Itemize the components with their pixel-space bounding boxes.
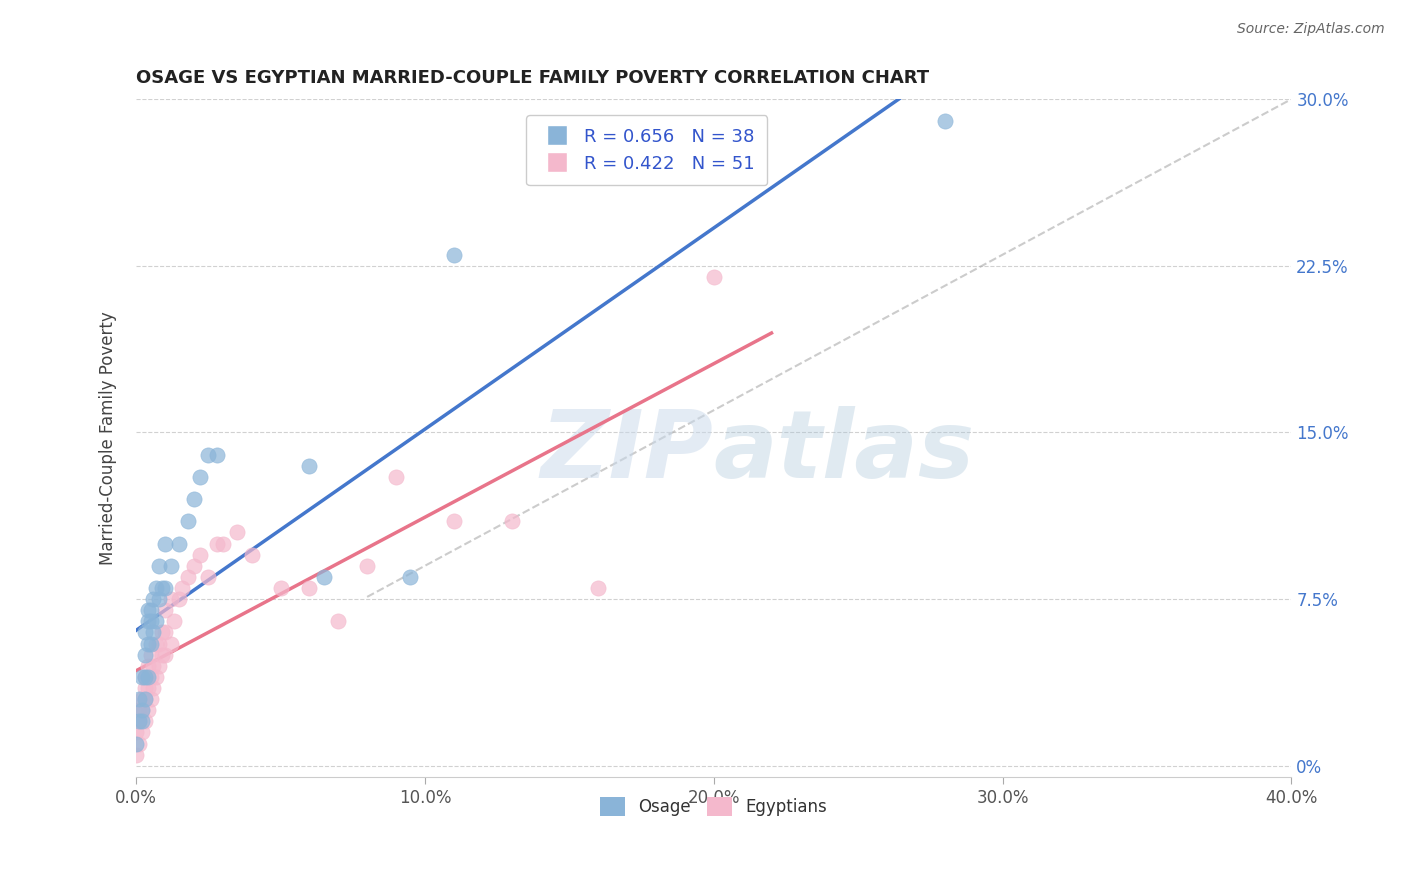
Point xyxy=(136,636,159,650)
Point xyxy=(188,548,211,562)
Point xyxy=(125,747,148,762)
Point xyxy=(136,681,159,695)
Point xyxy=(226,525,249,540)
Point xyxy=(240,548,263,562)
Point xyxy=(142,681,165,695)
Point xyxy=(298,458,321,473)
Point xyxy=(399,570,422,584)
Point xyxy=(136,615,159,629)
Point xyxy=(136,703,159,717)
Point xyxy=(145,636,167,650)
Point xyxy=(159,636,181,650)
Point xyxy=(139,670,162,684)
Point xyxy=(205,536,228,550)
Point xyxy=(703,269,725,284)
Point xyxy=(205,448,228,462)
Point xyxy=(183,558,205,573)
Text: Source: ZipAtlas.com: Source: ZipAtlas.com xyxy=(1237,22,1385,37)
Point xyxy=(131,703,153,717)
Point xyxy=(128,737,150,751)
Point xyxy=(148,658,170,673)
Point xyxy=(131,670,153,684)
Point xyxy=(145,670,167,684)
Text: OSAGE VS EGYPTIAN MARRIED-COUPLE FAMILY POVERTY CORRELATION CHART: OSAGE VS EGYPTIAN MARRIED-COUPLE FAMILY … xyxy=(136,69,929,87)
Text: atlas: atlas xyxy=(714,406,974,498)
Legend: Osage, Egyptians: Osage, Egyptians xyxy=(593,790,834,822)
Point xyxy=(443,514,465,528)
Point xyxy=(148,636,170,650)
Point xyxy=(211,536,233,550)
Point xyxy=(125,725,148,739)
Point xyxy=(150,625,173,640)
Point xyxy=(145,615,167,629)
Point xyxy=(128,703,150,717)
Point xyxy=(934,114,956,128)
Point xyxy=(169,536,191,550)
Point xyxy=(150,648,173,662)
Point xyxy=(177,514,200,528)
Point xyxy=(153,536,176,550)
Point xyxy=(136,658,159,673)
Point xyxy=(385,470,408,484)
Point xyxy=(163,615,186,629)
Point xyxy=(150,581,173,595)
Point xyxy=(131,703,153,717)
Point xyxy=(142,625,165,640)
Y-axis label: Married-Couple Family Poverty: Married-Couple Family Poverty xyxy=(100,311,117,565)
Point xyxy=(148,592,170,607)
Point xyxy=(139,615,162,629)
Point xyxy=(134,714,156,729)
Point xyxy=(134,692,156,706)
Point xyxy=(586,581,609,595)
Point xyxy=(125,737,148,751)
Point xyxy=(159,592,181,607)
Point xyxy=(270,581,292,595)
Point xyxy=(136,603,159,617)
Point xyxy=(139,692,162,706)
Point xyxy=(172,581,194,595)
Point xyxy=(159,558,181,573)
Point xyxy=(356,558,378,573)
Point xyxy=(134,681,156,695)
Point xyxy=(136,670,159,684)
Point xyxy=(139,648,162,662)
Point xyxy=(153,603,176,617)
Point xyxy=(142,592,165,607)
Point xyxy=(197,448,219,462)
Point xyxy=(134,625,156,640)
Point xyxy=(153,648,176,662)
Point xyxy=(131,692,153,706)
Point xyxy=(183,492,205,507)
Point xyxy=(177,570,200,584)
Point xyxy=(169,592,191,607)
Point xyxy=(139,603,162,617)
Point xyxy=(131,725,153,739)
Point xyxy=(501,514,523,528)
Text: ZIP: ZIP xyxy=(541,406,714,498)
Point xyxy=(443,248,465,262)
Point xyxy=(134,648,156,662)
Point xyxy=(328,615,350,629)
Point xyxy=(139,636,162,650)
Point xyxy=(298,581,321,595)
Point xyxy=(134,670,156,684)
Point xyxy=(188,470,211,484)
Point xyxy=(145,581,167,595)
Point xyxy=(128,714,150,729)
Point xyxy=(134,670,156,684)
Point xyxy=(148,558,170,573)
Point xyxy=(153,625,176,640)
Point xyxy=(131,714,153,729)
Point xyxy=(128,692,150,706)
Point xyxy=(312,570,335,584)
Point xyxy=(142,658,165,673)
Point xyxy=(134,692,156,706)
Point xyxy=(153,581,176,595)
Point xyxy=(128,714,150,729)
Point xyxy=(197,570,219,584)
